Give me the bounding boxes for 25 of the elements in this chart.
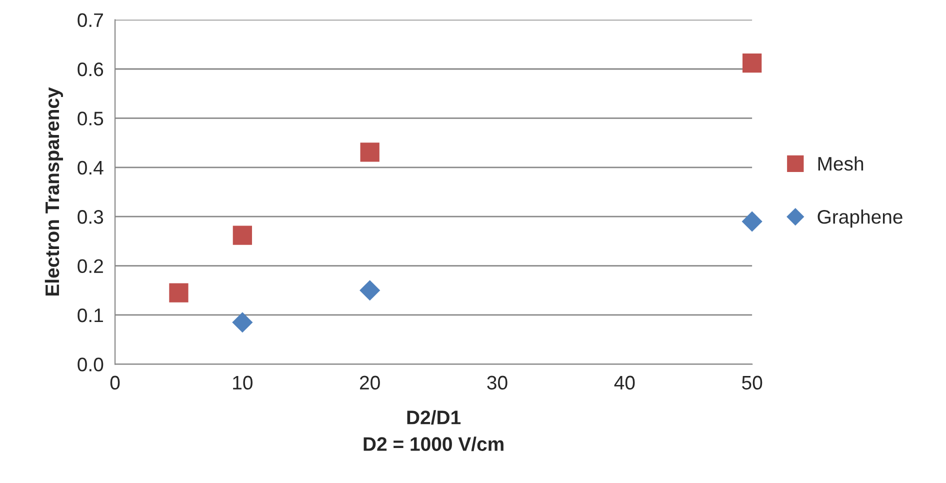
- y-tick-label: 0.5: [78, 112, 104, 126]
- x-tick-label: 20: [360, 376, 380, 390]
- x-tick-label: 50: [742, 376, 762, 390]
- x-tick-label: 10: [233, 376, 252, 390]
- y-axis-title: Electron Transparency: [44, 87, 64, 296]
- x-tick-label: 40: [614, 376, 635, 390]
- y-tick-label: 0.7: [78, 13, 103, 28]
- x-tick-label: 0: [110, 376, 120, 390]
- point: [360, 280, 380, 301]
- point: [232, 226, 252, 245]
- y-tick-label: 0.3: [78, 210, 104, 224]
- y-tick-label: 0.4: [78, 160, 104, 175]
- y-tick-label: 0.2: [78, 259, 103, 274]
- point: [742, 54, 762, 73]
- y-tick-label: 0.1: [78, 308, 103, 322]
- y-tick-label: 0.0: [78, 358, 104, 372]
- legend-label: Graphene: [818, 209, 902, 228]
- x-tick-label: 30: [487, 376, 508, 390]
- x-axis-title: D2/D1 D2 = 1000 V/cm: [364, 410, 504, 452]
- y-tick-label: 0.6: [78, 62, 104, 76]
- legend-label: Mesh: [818, 156, 864, 171]
- point: [232, 312, 253, 333]
- point: [169, 283, 188, 302]
- point: [742, 211, 762, 232]
- point: [360, 142, 380, 162]
